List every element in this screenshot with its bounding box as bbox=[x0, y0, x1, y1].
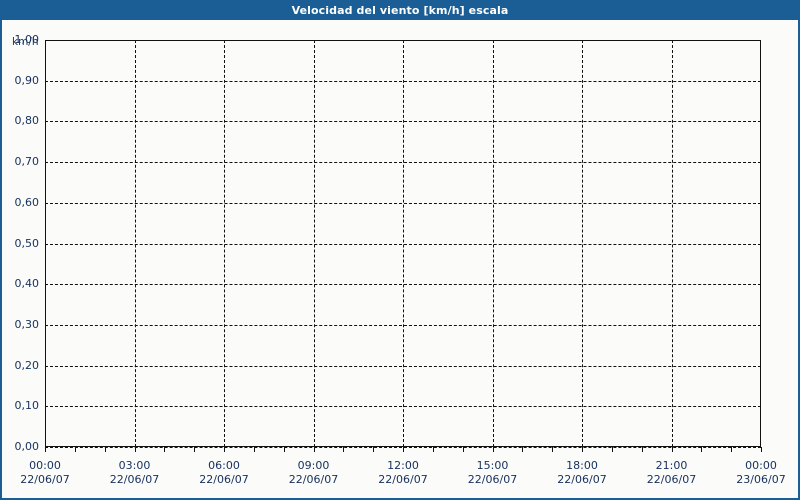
x-axis-tick-time: 21:00 bbox=[655, 459, 688, 472]
x-axis-minor-tick bbox=[194, 447, 196, 452]
y-axis-tick-label: 0,40 bbox=[14, 277, 40, 291]
x-axis-minor-tick bbox=[731, 447, 733, 452]
x-axis-minor-tick bbox=[253, 447, 255, 452]
x-axis-minor-tick bbox=[313, 447, 315, 452]
chart-canvas: km/h 1,00 0,90 0,80 0,70 0,60 0,50 0,40 0,30 0,2… bbox=[2, 20, 798, 496]
x-axis-tick-date: 22/06/07 bbox=[20, 473, 70, 486]
x-axis-tick-date: 22/06/07 bbox=[378, 473, 428, 486]
x-axis-tick-time: 06:00 bbox=[208, 459, 240, 472]
y-axis-unit-label: km/h bbox=[12, 36, 39, 48]
x-axis-minor-tick bbox=[403, 447, 404, 452]
x-axis-tick-time: 12:00 bbox=[387, 459, 419, 472]
x-axis-tick-date: 23/06/07 bbox=[736, 473, 786, 486]
x-axis-minor-tick bbox=[462, 447, 464, 452]
y-axis-tick-label: 0,20 bbox=[14, 358, 40, 372]
x-axis-tick-time: 15:00 bbox=[476, 459, 509, 472]
x-axis-tick-date: 22/06/07 bbox=[646, 473, 697, 486]
x-axis-tick-time: 09:00 bbox=[297, 459, 330, 472]
x-axis-minor-tick bbox=[45, 447, 46, 452]
gridline-vertical bbox=[582, 40, 583, 447]
x-axis-tick-label: 12:00 22/06/07 bbox=[358, 459, 448, 487]
x-axis-tick-label: 15:00 22/06/07 bbox=[448, 459, 538, 487]
x-axis-minor-tick bbox=[701, 447, 703, 452]
y-axis-tick-label: 0,10 bbox=[14, 399, 40, 413]
x-axis-tick-date: 22/06/07 bbox=[557, 473, 607, 486]
x-axis-tick-label: 21:00 22/06/07 bbox=[627, 459, 717, 487]
x-axis-tick-date: 22/06/07 bbox=[288, 473, 339, 486]
y-axis-tick-label: 0,90 bbox=[14, 73, 40, 87]
x-axis-minor-tick bbox=[522, 447, 524, 452]
x-axis-tick-date: 22/06/07 bbox=[109, 473, 160, 486]
x-axis-minor-tick bbox=[611, 447, 613, 452]
x-axis-tick-label: 03:00 22/06/07 bbox=[90, 459, 180, 487]
x-axis-minor-tick bbox=[432, 447, 434, 452]
x-axis-minor-tick bbox=[552, 447, 554, 452]
x-axis-tick-label: 00:00 22/06/07 bbox=[0, 459, 90, 487]
chart-frame: km/h 1,00 0,90 0,80 0,70 0,60 0,50 0,40 0,30 0,2… bbox=[0, 20, 800, 500]
x-axis-minor-tick bbox=[74, 447, 76, 452]
y-axis-tick-label: 0,80 bbox=[14, 114, 40, 128]
y-axis-tick-label: 0,60 bbox=[14, 195, 40, 209]
gridline-vertical bbox=[492, 40, 494, 447]
x-axis-minor-tick bbox=[224, 447, 225, 452]
y-axis-tick-label: 1,00 bbox=[14, 33, 40, 46]
gridline-vertical bbox=[134, 40, 136, 447]
x-axis-tick-time: 00:00 bbox=[29, 459, 61, 472]
x-axis-minor-tick bbox=[641, 447, 643, 452]
x-axis-minor-tick bbox=[164, 447, 166, 452]
x-axis-tick-time: 18:00 bbox=[566, 459, 598, 472]
x-axis-tick-time: 00:00 bbox=[745, 459, 777, 472]
x-axis-tick-date: 22/06/07 bbox=[467, 473, 518, 486]
x-axis-tick-label: 09:00 22/06/07 bbox=[269, 459, 359, 487]
gridline-vertical bbox=[671, 40, 673, 447]
x-axis-tick-label: 06:00 22/06/07 bbox=[179, 459, 269, 487]
x-axis-minor-tick bbox=[492, 447, 494, 452]
gridline-vertical bbox=[224, 40, 225, 447]
y-axis-tick-label: 0,50 bbox=[14, 236, 40, 250]
x-axis-minor-tick bbox=[343, 447, 345, 452]
x-axis-minor-tick bbox=[134, 447, 136, 452]
page-title: Velocidad del viento [km/h] escala bbox=[291, 3, 509, 17]
x-axis-minor-tick bbox=[373, 447, 375, 452]
window-title-bar: Velocidad del viento [km/h] escala bbox=[0, 0, 800, 20]
x-axis-minor-tick bbox=[104, 447, 106, 452]
y-axis-tick-label: 0,30 bbox=[14, 317, 40, 331]
gridline-vertical bbox=[403, 40, 404, 447]
x-axis-minor-tick bbox=[582, 447, 583, 452]
y-axis-tick-label: 0,70 bbox=[14, 155, 40, 169]
x-axis-tick-label: 00:00 23/06/07 bbox=[716, 459, 800, 487]
y-axis-tick-label: 0,00 bbox=[14, 440, 40, 453]
x-axis-tick-date: 22/06/07 bbox=[199, 473, 249, 486]
x-axis-minor-tick bbox=[283, 447, 285, 452]
x-axis-minor-tick bbox=[671, 447, 673, 452]
x-axis-tick-time: 03:00 bbox=[118, 459, 151, 472]
x-axis-tick-label: 18:00 22/06/07 bbox=[537, 459, 627, 487]
x-axis-minor-tick bbox=[761, 447, 762, 452]
gridline-vertical bbox=[313, 40, 315, 447]
